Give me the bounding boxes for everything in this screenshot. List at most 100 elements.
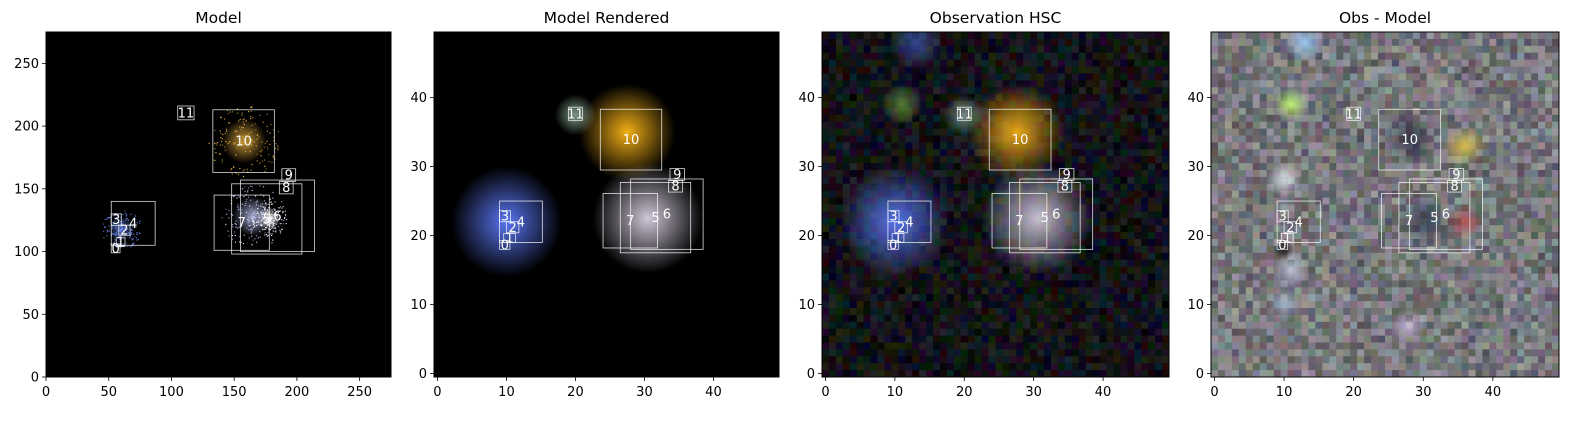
speckle [260,151,261,152]
noise-pixel [1134,274,1141,281]
speckle [237,204,238,205]
noise-pixel [982,274,989,281]
noise-pixel [864,101,871,108]
noise-pixel [1274,329,1281,336]
x-tick-label: 0 [433,385,441,400]
noise-pixel [1246,246,1253,253]
noise-pixel [871,73,878,80]
noise-pixel [954,32,961,39]
noise-pixel [1371,184,1378,191]
noise-pixel [1413,60,1420,67]
noise-pixel [1141,315,1148,322]
noise-pixel [1107,239,1114,246]
noise-pixel [1037,336,1044,343]
noise-pixel [1065,73,1072,80]
noise-pixel [884,322,891,329]
noise-pixel [1420,260,1427,267]
noise-pixel [898,156,905,163]
noise-pixel [1350,301,1357,308]
noise-pixel [1371,198,1378,205]
x-tick-label: 50 [100,385,117,400]
noise-pixel [1434,53,1441,60]
noise-pixel [1385,232,1392,239]
noise-pixel [1120,294,1127,301]
noise-pixel [1141,122,1148,129]
noise-pixel [843,87,850,94]
noise-pixel [1350,122,1357,129]
noise-pixel [871,80,878,87]
noise-pixel [884,349,891,356]
noise-pixel [1239,129,1246,136]
speckle [221,141,222,142]
noise-pixel [1058,156,1065,163]
noise-pixel [1343,349,1350,356]
noise-pixel [1107,149,1114,156]
noise-pixel [1315,136,1322,143]
noise-pixel [871,32,878,39]
noise-pixel [1072,101,1079,108]
noise-pixel [1322,239,1329,246]
noise-pixel [1267,329,1274,336]
speckle [277,149,278,150]
noise-pixel [1357,363,1364,370]
noise-pixel [878,53,885,60]
noise-pixel [1218,170,1225,177]
noise-pixel [1120,225,1127,232]
noise-pixel [1343,301,1350,308]
speckle [272,203,273,204]
noise-pixel [982,301,989,308]
noise-pixel [1148,163,1155,170]
x-tick-label: 150 [222,385,247,400]
noise-pixel [961,142,968,149]
noise-pixel [940,329,947,336]
noise-pixel [1100,170,1107,177]
noise-pixel [1434,363,1441,370]
noise-pixel [857,115,864,122]
noise-pixel [1155,46,1162,53]
noise-pixel [1315,87,1322,94]
noise-pixel [1253,170,1260,177]
noise-pixel [1343,39,1350,46]
noise-pixel [1343,46,1350,53]
noise-pixel [1364,46,1371,53]
noise-pixel [954,205,961,212]
noise-pixel [1315,115,1322,122]
noise-pixel [857,274,864,281]
noise-pixel [1364,287,1371,294]
noise-pixel [982,53,989,60]
noise-pixel [961,363,968,370]
speckle [285,211,286,212]
noise-pixel [871,308,878,315]
x-tick-label: 30 [636,385,653,400]
speckle [222,159,223,160]
noise-pixel [822,329,829,336]
noise-pixel [1246,73,1253,80]
noise-pixel [1155,142,1162,149]
noise-pixel [836,60,843,67]
speckle [254,238,255,239]
noise-pixel [1260,287,1267,294]
noise-pixel [1350,80,1357,87]
noise-pixel [1406,87,1413,94]
noise-pixel [1155,260,1162,267]
noise-pixel [871,149,878,156]
noise-pixel [864,53,871,60]
noise-pixel [1434,60,1441,67]
noise-pixel [1037,60,1044,67]
noise-pixel [1371,122,1378,129]
noise-pixel [1218,53,1225,60]
noise-pixel [1120,115,1127,122]
noise-pixel [1162,205,1169,212]
noise-pixel [940,274,947,281]
noise-pixel [1343,32,1350,39]
noise-pixel [919,301,926,308]
noise-pixel [1267,336,1274,343]
noise-pixel [996,46,1003,53]
noise-pixel [1093,142,1100,149]
noise-pixel [1086,280,1093,287]
noise-pixel [1162,370,1169,377]
noise-pixel [1288,363,1295,370]
noise-pixel [1162,211,1169,218]
speckle [108,225,109,226]
